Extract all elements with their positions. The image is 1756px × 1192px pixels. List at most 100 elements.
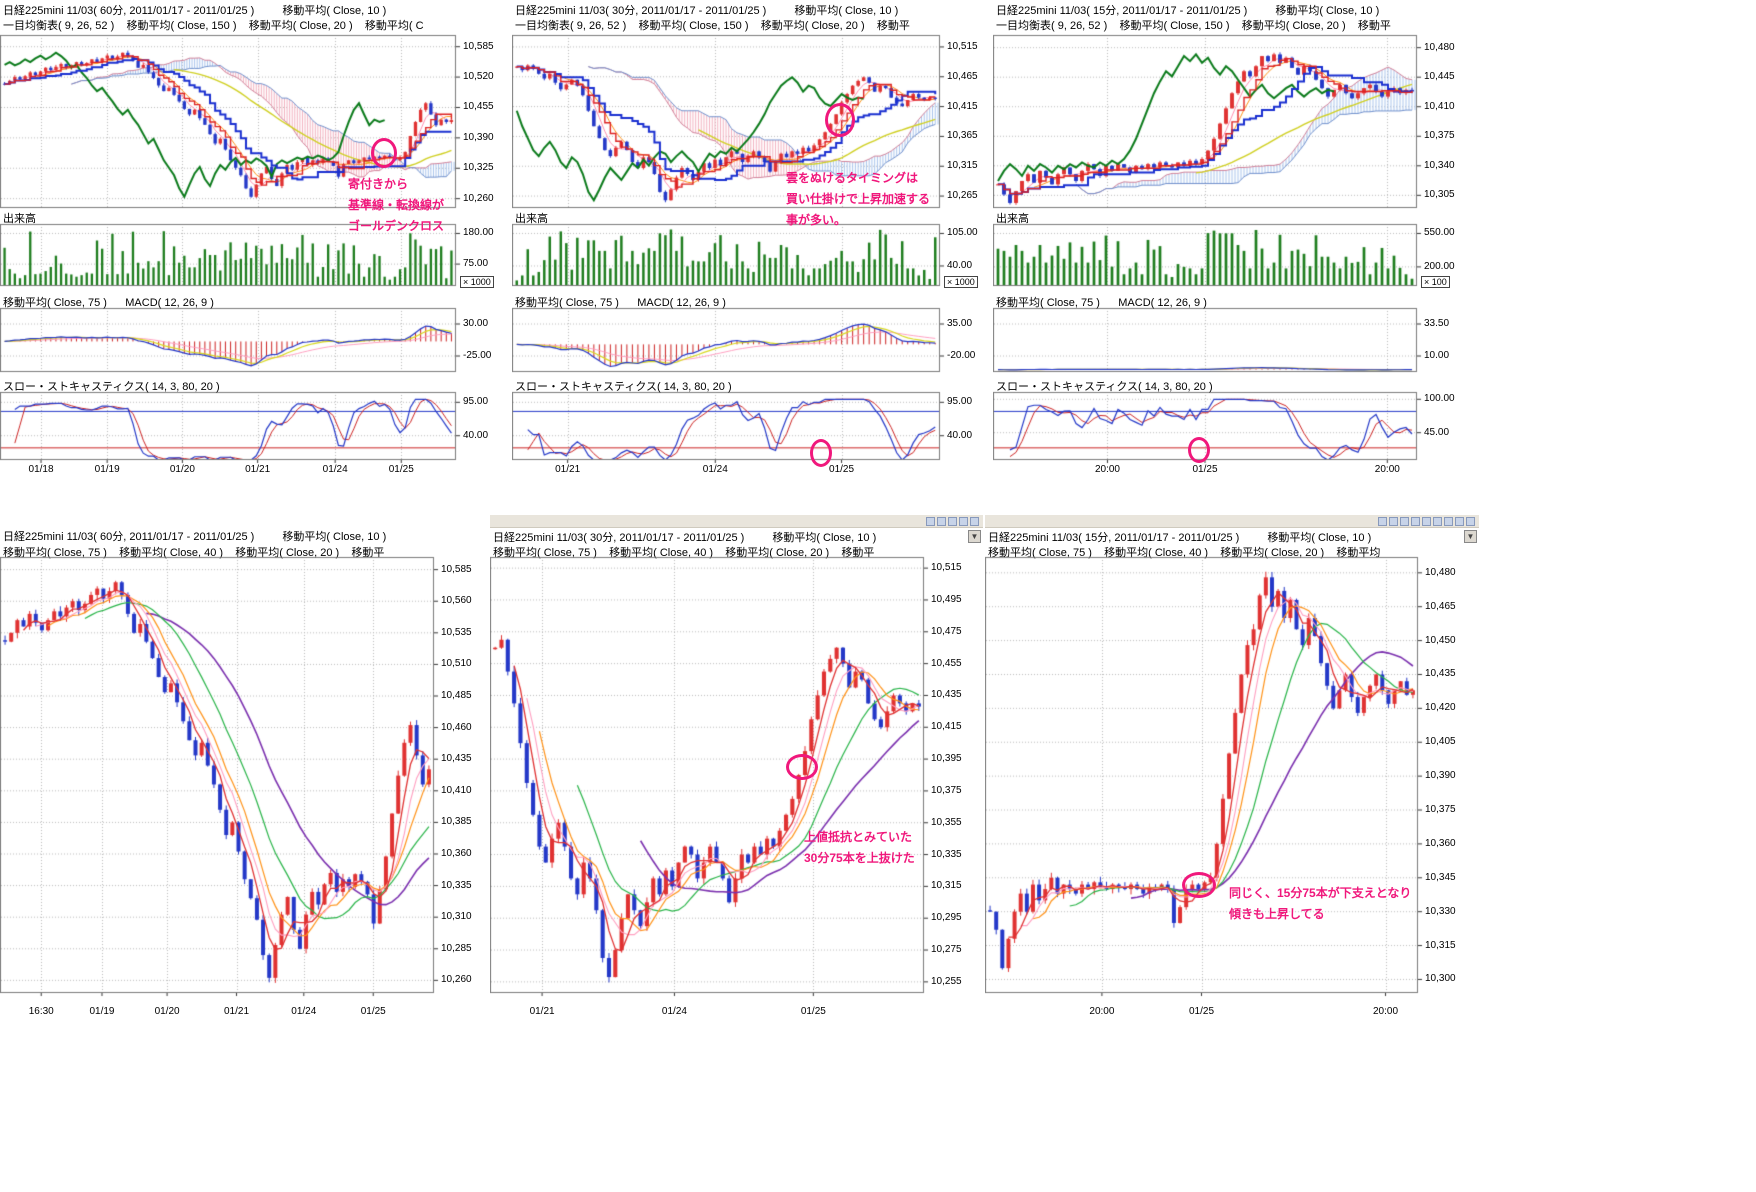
highlight-circle (825, 103, 856, 138)
y-axis-tick: 10,375 (1425, 804, 1456, 815)
y-axis-tick: 10,465 (947, 70, 978, 82)
x-axis-label: 20:00 (1373, 1006, 1399, 1017)
y-axis-tick: 10,260 (463, 192, 494, 204)
y-axis-tick: 10,315 (1425, 939, 1456, 951)
y-axis-tick: 75.00 (463, 258, 489, 270)
y-axis-tick: 180.00 (463, 227, 494, 239)
y-axis-tick: 10,480 (1425, 566, 1456, 578)
y-axis-tick: 10,390 (1425, 770, 1456, 782)
axis-scale-dropdown-button[interactable]: ▼ (1464, 530, 1477, 543)
highlight-circle (1187, 437, 1210, 464)
x-axis-label: 20:00 (1374, 464, 1400, 475)
y-axis-tick: -20.00 (947, 350, 976, 361)
y-axis-tick: 10,355 (931, 816, 962, 828)
x-axis-label: 01/25 (1192, 464, 1218, 475)
annotation-note: 雲をぬけるタイミングは 買い仕掛けで上昇加速する 事が多い。 (786, 168, 930, 231)
chart-canvas[interactable] (993, 0, 1479, 494)
chart-canvas[interactable] (0, 515, 488, 1031)
y-axis-tick: 10,375 (1424, 130, 1455, 142)
stochastics-label: スロー・ストキャスティクス( 14, 3, 80, 20 ) (996, 381, 1213, 393)
y-axis-tick: 10,265 (947, 190, 978, 202)
stochastics-label: スロー・ストキャスティクス( 14, 3, 80, 20 ) (3, 381, 220, 393)
y-axis-tick: 10,345 (1425, 871, 1456, 883)
chart-panel-bottom-30min-ma: 日経225mini 11/03( 30分, 2011/01/17 - 2011/… (490, 515, 983, 1031)
chart-panel-top-15min-ichimoku: 日経225mini 11/03( 15分, 2011/01/17 - 2011/… (993, 0, 1479, 494)
highlight-circle (810, 438, 833, 467)
annotation-line: 同じく、15分75本が下支えとなり (1229, 886, 1412, 900)
y-axis-tick: 10,435 (1425, 668, 1456, 680)
y-axis-tick: 10,450 (1425, 634, 1456, 646)
y-axis-tick: 105.00 (947, 227, 978, 239)
y-axis-tick: 10,410 (441, 784, 472, 796)
chart-panel-bottom-60min-ma: 日経225mini 11/03( 60分, 2011/01/17 - 2011/… (0, 515, 488, 1031)
macd-label: 移動平均( Close, 75 ) MACD( 12, 26, 9 ) (515, 297, 726, 309)
y-axis-tick: -25.00 (463, 350, 492, 361)
y-axis-tick: 10,585 (441, 563, 472, 575)
x-axis-label: 01/21 (555, 464, 581, 475)
volume-label: 出来高 (3, 213, 36, 225)
y-axis-tick: 40.00 (947, 259, 973, 271)
y-axis-tick: 10,335 (441, 879, 472, 891)
y-axis-tick: 10,300 (1425, 973, 1456, 985)
y-axis-tick: 10,435 (441, 753, 472, 765)
y-axis-tick: 10,335 (931, 848, 962, 860)
y-axis-tick: 10,455 (463, 101, 494, 113)
y-axis-tick: 10,305 (1424, 189, 1455, 201)
x-axis-label: 01/24 (661, 1006, 687, 1017)
annotation-line: 雲をぬけるタイミングは (786, 171, 919, 185)
y-axis-tick: 10,560 (441, 595, 472, 607)
axis-scale-dropdown-button[interactable]: ▼ (968, 530, 981, 543)
y-axis-tick: 10,415 (947, 100, 978, 112)
x-axis-label: 16:30 (28, 1006, 54, 1017)
y-axis-tick: 10,410 (1424, 100, 1455, 112)
y-axis-tick: 200.00 (1424, 260, 1455, 272)
y-axis-tick: 10,315 (931, 880, 962, 892)
chart-canvas[interactable] (985, 515, 1479, 1031)
y-axis-tick: 10,310 (441, 911, 472, 923)
chart-canvas[interactable] (512, 0, 992, 494)
volume-label: 出来高 (515, 213, 548, 225)
annotation-note: 上値抵抗とみていた 30分75本を上抜けた (804, 827, 915, 869)
y-axis-tick: 10,405 (1425, 736, 1456, 748)
volume-unit-badge: × 1000 (460, 276, 494, 288)
x-axis-label: 01/24 (322, 464, 348, 475)
annotation-line: 傾きも上昇してる (1229, 907, 1325, 921)
x-axis-label: 01/20 (169, 464, 195, 475)
x-axis-label: 01/24 (291, 1006, 317, 1017)
y-axis-tick: 10,395 (931, 753, 962, 765)
x-axis-label: 20:00 (1094, 464, 1120, 475)
x-axis-label: 01/18 (28, 464, 54, 475)
highlight-circle (1182, 871, 1217, 898)
y-axis-tick: 10,415 (931, 721, 962, 733)
y-axis-tick: 10,365 (947, 130, 978, 142)
chart-canvas[interactable] (0, 0, 510, 494)
y-axis-tick: 10,510 (441, 658, 472, 670)
y-axis-tick: 40.00 (463, 429, 489, 441)
x-axis-label: 20:00 (1089, 1006, 1115, 1017)
y-axis-tick: 10,495 (931, 593, 962, 605)
x-axis-label: 01/21 (529, 1006, 555, 1017)
x-axis-label: 01/21 (245, 464, 271, 475)
x-axis-label: 01/24 (702, 464, 728, 475)
y-axis-tick: 10,325 (463, 162, 494, 174)
x-axis-label: 01/25 (360, 1006, 386, 1017)
y-axis-tick: 10,455 (931, 657, 962, 669)
x-axis-label: 01/20 (154, 1006, 180, 1017)
macd-label: 移動平均( Close, 75 ) MACD( 12, 26, 9 ) (3, 297, 214, 309)
chart-panel-bottom-15min-ma: 日経225mini 11/03( 15分, 2011/01/17 - 2011/… (985, 515, 1479, 1031)
y-axis-tick: 10,285 (441, 942, 472, 954)
annotation-line: 寄付きから (348, 177, 409, 191)
y-axis-tick: 10,390 (463, 131, 494, 143)
y-axis-tick: 10,465 (1425, 600, 1456, 612)
annotation-line: 基準線・転換線が (348, 198, 445, 212)
chart-canvas[interactable] (490, 515, 983, 1031)
y-axis-tick: 10,255 (931, 975, 962, 987)
y-axis-tick: 10,260 (441, 974, 472, 986)
annotation-line: 上値抵抗とみていた (804, 830, 913, 844)
x-axis-label: 01/25 (829, 464, 855, 475)
stochastics-label: スロー・ストキャスティクス( 14, 3, 80, 20 ) (515, 381, 732, 393)
x-axis-label: 01/19 (89, 1006, 115, 1017)
macd-label: 移動平均( Close, 75 ) MACD( 12, 26, 9 ) (996, 297, 1207, 309)
x-axis-label: 01/25 (800, 1006, 826, 1017)
